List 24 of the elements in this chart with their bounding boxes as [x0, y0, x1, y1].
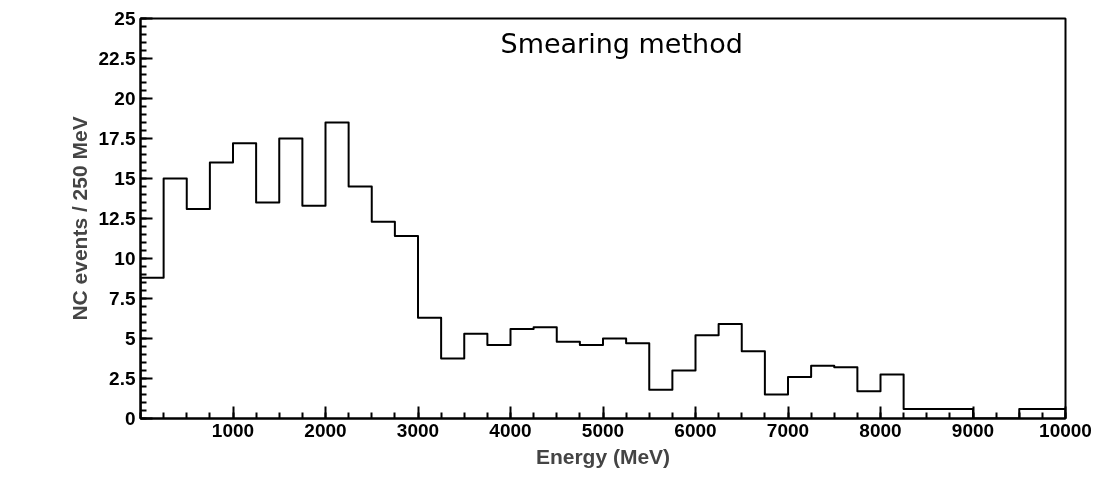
x-tick-label: 6000 — [674, 419, 717, 441]
y-tick-label: 15 — [114, 168, 136, 189]
x-axis-title: Energy (MeV) — [535, 444, 671, 468]
y-tick-label: 25 — [114, 8, 136, 29]
x-tick-label: 7000 — [766, 419, 810, 441]
y-tick-label: 10 — [114, 248, 136, 269]
y-tick-label: 12.5 — [98, 208, 136, 229]
y-tick-label: 20 — [114, 88, 136, 109]
y-tick-label: 22.5 — [98, 48, 136, 69]
x-tick-label: 4000 — [489, 419, 532, 441]
x-tick-label: 10000 — [1039, 419, 1092, 441]
x-tick-label: 2000 — [304, 419, 347, 441]
y-axis-title: NC events / 250 MeV — [67, 116, 91, 321]
y-tick-label: 5 — [124, 328, 136, 349]
y-tick-label: 2.5 — [109, 368, 136, 389]
x-tick-label: 3000 — [396, 419, 440, 441]
annotation: Smearing method — [500, 27, 743, 59]
x-tick-label: 5000 — [581, 419, 625, 441]
y-tick-label: 7.5 — [109, 288, 136, 309]
x-tick-label: 1000 — [211, 419, 255, 441]
x-tick-label: 8000 — [859, 419, 902, 441]
y-tick-label: 0 — [124, 408, 136, 429]
y-tick-label: 17.5 — [98, 128, 136, 149]
x-tick-label: 9000 — [951, 419, 995, 441]
